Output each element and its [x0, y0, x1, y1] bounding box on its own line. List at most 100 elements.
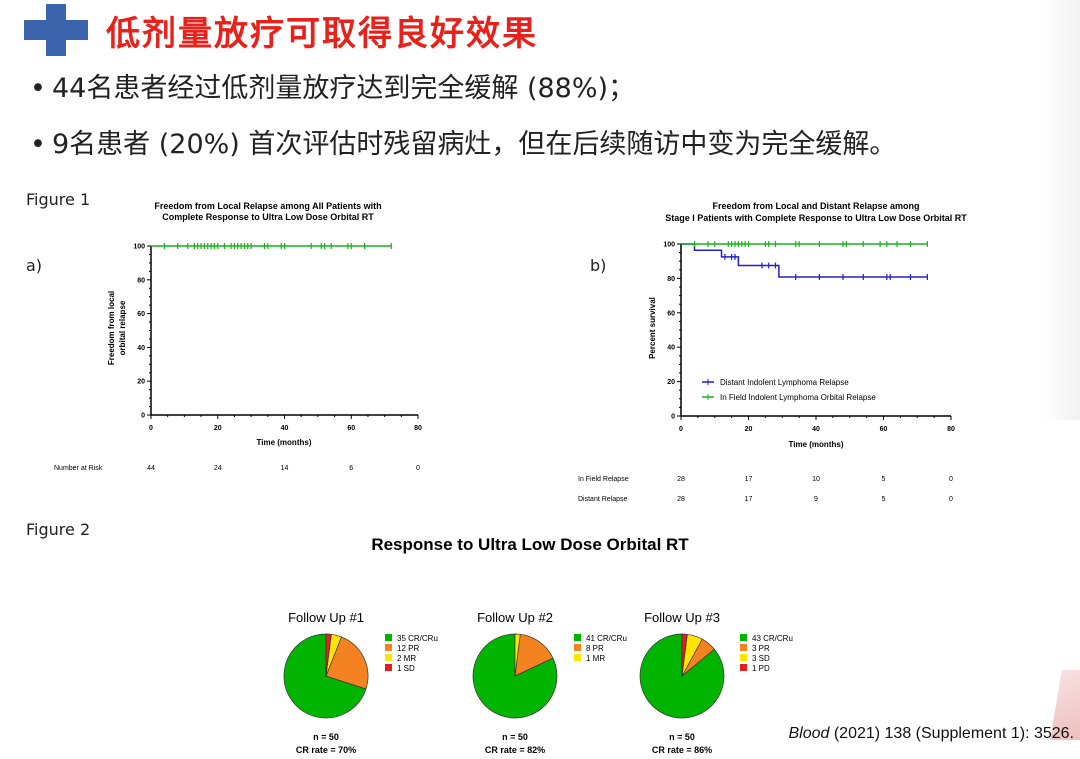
y-tick-label: 80 — [667, 276, 675, 283]
legend-label: 43 CR/CRu — [752, 634, 793, 643]
legend-swatch — [740, 634, 747, 641]
legend-label: 41 CR/CRu — [586, 634, 627, 643]
x-tick-label: 20 — [214, 425, 222, 432]
y-tick-label: 0 — [141, 413, 145, 420]
y-tick-label: 80 — [137, 277, 145, 284]
pie-slice — [514, 633, 521, 677]
x-tick-label: 0 — [149, 425, 153, 432]
risk-value: 10 — [812, 476, 820, 483]
risk-value: 17 — [745, 496, 753, 503]
risk-value: 28 — [677, 496, 685, 503]
y-tick-label: 100 — [133, 244, 145, 251]
figure-2-label: Figure 2 — [26, 520, 91, 539]
chart-b-risk-label-2: Distant Relapse — [578, 496, 628, 503]
citation-journal: Blood — [788, 725, 830, 742]
pie-figure: Response to Ultra Low Dose Orbital RT Fo… — [283, 535, 793, 755]
chart-a-ylabel-2: orbital relapse — [118, 300, 127, 355]
slide-logo-icon — [24, 4, 88, 56]
panel-a-label: a) — [26, 256, 43, 275]
chart-a-risk-label: Number at Risk — [54, 465, 103, 472]
legend-label: 1 PD — [752, 664, 770, 673]
chart-a-title-2: Complete Response to Ultra Low Dose Orbi… — [162, 212, 374, 222]
legend-swatch — [574, 654, 581, 661]
km-chart-a: Freedom from Local Relapse among All Pat… — [54, 201, 422, 472]
pie-n: n = 50 — [669, 732, 695, 742]
legend-swatch — [740, 644, 747, 651]
pie-title: Follow Up #2 — [477, 610, 553, 625]
x-tick-label: 40 — [281, 425, 289, 432]
legend-swatch — [385, 654, 392, 661]
x-tick-label: 40 — [812, 426, 820, 433]
bullet-1: • 44名患者经过低剂量放疗达到完全缓解 (88%)； — [30, 66, 635, 105]
bullet-2: • 9名患者 (20%) 首次评估时残留病灶，但在后续随访中变为完全缓解。 — [30, 122, 896, 161]
legend-label: 3 PR — [752, 644, 770, 653]
pie-title: Follow Up #1 — [288, 610, 364, 625]
pie-slice — [325, 633, 332, 677]
x-tick-label: 60 — [880, 426, 888, 433]
risk-value: 5 — [882, 496, 886, 503]
x-tick-label: 20 — [745, 426, 753, 433]
citation-details: (2021) 138 (Supplement 1): 3526. — [829, 725, 1074, 742]
km-curve — [681, 243, 928, 278]
risk-value: 24 — [214, 465, 222, 472]
chart-a-title-1: Freedom from Local Relapse among All Pat… — [154, 201, 381, 211]
legend-label: 35 CR/CRu — [397, 634, 438, 643]
legend-label: 8 PR — [586, 644, 604, 653]
risk-value: 9 — [814, 496, 818, 503]
risk-value: 0 — [416, 465, 420, 472]
pie-cr-rate: CR rate = 82% — [485, 745, 545, 755]
chart-b-ylabel: Percent survival — [648, 297, 657, 359]
x-tick-label: 60 — [347, 425, 355, 432]
bullet-dot: • — [30, 73, 46, 104]
pie-title: Follow Up #3 — [644, 610, 720, 625]
risk-value: 17 — [745, 476, 753, 483]
legend-swatch — [385, 664, 392, 671]
slide-title: 低剂量放疗可取得良好效果 — [106, 14, 538, 54]
chart-a-xlabel: Time (months) — [257, 438, 312, 447]
legend-swatch — [740, 654, 747, 661]
y-tick-label: 100 — [663, 242, 675, 249]
chart-b-risk-label-1: In Field Relapse — [578, 476, 629, 483]
risk-value: 28 — [677, 476, 685, 483]
y-tick-label: 60 — [137, 311, 145, 318]
legend-label: 2 MR — [397, 654, 416, 663]
chart-a-ylabel-1: Freedom from local — [107, 291, 116, 365]
bullet-text: 44名患者经过低剂量放疗达到完全缓解 (88%)； — [52, 73, 636, 104]
x-tick-label: 0 — [679, 426, 683, 433]
risk-value: 6 — [349, 465, 353, 472]
pie-cr-rate: CR rate = 86% — [652, 745, 712, 755]
legend-label: 3 SD — [752, 654, 770, 663]
legend-distant-label: Distant Indolent Lymphoma Relapse — [720, 378, 849, 387]
bullet-dot: • — [30, 129, 46, 160]
y-tick-label: 0 — [671, 414, 675, 421]
risk-value: 44 — [147, 465, 155, 472]
chart-b-plot: 0 20 40 60 80 0 20 40 60 80 100 28 17 10 5 0 28 17 9 5 0 — [663, 241, 955, 503]
legend-swatch — [385, 644, 392, 651]
bullet-text: 9名患者 (20%) 首次评估时残留病灶，但在后续随访中变为完全缓解。 — [52, 129, 897, 160]
legend-swatch — [740, 664, 747, 671]
figure-1-label: Figure 1 — [26, 190, 91, 209]
pie-n: n = 50 — [502, 732, 528, 742]
legend-label: 12 PR — [397, 644, 419, 653]
y-tick-label: 20 — [667, 379, 675, 386]
legend-label: 1 SD — [397, 664, 415, 673]
y-tick-label: 60 — [667, 310, 675, 317]
x-tick-label: 80 — [414, 425, 422, 432]
chart-b-xlabel: Time (months) — [789, 440, 844, 449]
legend-swatch — [574, 634, 581, 641]
chart-b-title-1: Freedom from Local and Distant Relapse a… — [712, 201, 919, 211]
risk-value: 0 — [949, 496, 953, 503]
legend-infield-label: In Field Indolent Lymphoma Orbital Relap… — [720, 393, 876, 402]
y-tick-label: 40 — [137, 345, 145, 352]
panel-b-label: b) — [590, 256, 607, 275]
pie-cr-rate: CR rate = 70% — [296, 745, 356, 755]
legend-label: 1 MR — [586, 654, 605, 663]
km-chart-b: Freedom from Local and Distant Relapse a… — [578, 201, 967, 503]
risk-value: 14 — [281, 465, 289, 472]
y-tick-label: 40 — [667, 345, 675, 352]
risk-value: 0 — [949, 476, 953, 483]
right-edge-shade — [1040, 0, 1080, 420]
pie-slice — [681, 633, 688, 677]
